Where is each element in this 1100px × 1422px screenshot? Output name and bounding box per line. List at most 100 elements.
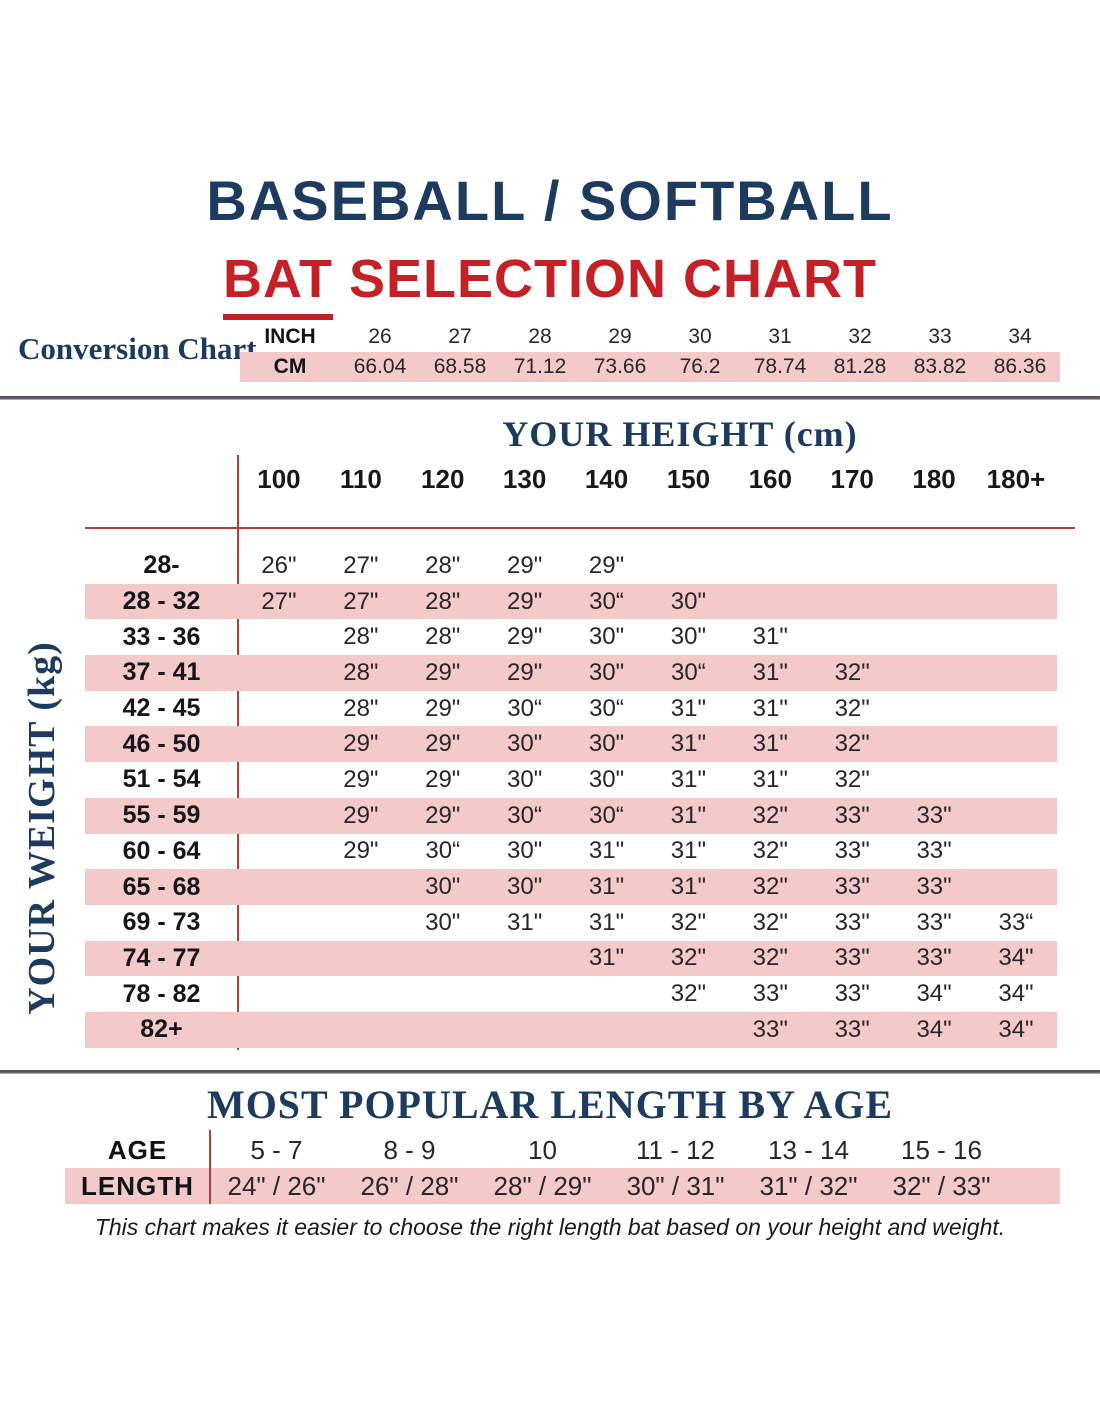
- length-value: 24" / 26": [227, 1170, 326, 1201]
- bat-length-cell: 29": [507, 623, 543, 651]
- height-column-header: 130: [502, 464, 547, 494]
- bat-length-cell: 33": [916, 908, 952, 936]
- height-column-header: 120: [421, 464, 465, 494]
- bat-length-cell: 26": [261, 551, 297, 579]
- inch-value: 34: [1008, 325, 1032, 348]
- bat-length-cell: 29": [425, 765, 461, 793]
- table-row: 55 - 59 29" 29" 30“ 30“ 31" 32" 33" 33": [85, 797, 1057, 834]
- conversion-chart-label: Conversion Chart: [18, 331, 257, 366]
- weight-range-label: 65 - 68: [122, 872, 201, 901]
- bat-length-cell: 32": [834, 730, 870, 758]
- bat-length-cell: 29": [343, 801, 379, 829]
- weight-range-label: 28-: [143, 551, 180, 580]
- inch-value: 32: [848, 325, 872, 348]
- bat-length-cell: 31": [670, 801, 706, 829]
- cm-value: 78.74: [753, 355, 807, 378]
- bat-length-cell: 30“: [507, 694, 542, 722]
- table-row: 60 - 64 29" 30“ 30" 31" 31" 32" 33" 33": [85, 834, 1057, 870]
- table-row: 28- 26" 27" 28" 29" 29": [85, 548, 1057, 584]
- table-row: 28 - 32 27" 27" 28" 29" 30“ 30": [85, 583, 1057, 620]
- weight-range-label: 60 - 64: [122, 836, 201, 865]
- bat-length-cell: 31": [752, 765, 788, 793]
- bat-length-cell: 32": [834, 658, 870, 686]
- inch-value: 30: [688, 325, 712, 348]
- bat-length-cell: 30": [588, 730, 625, 758]
- bat-length-cell: 30": [588, 623, 625, 651]
- header-underline: [85, 527, 1075, 529]
- bat-length-cell: 32": [834, 694, 870, 722]
- inch-value: 33: [928, 325, 952, 348]
- bat-length-cell: 30": [507, 765, 543, 793]
- cm-value: 68.58: [433, 355, 487, 378]
- age-table-divider: [209, 1130, 211, 1204]
- bat-length-cell: 29": [425, 801, 461, 829]
- bat-length-cell: 30": [507, 837, 543, 865]
- height-column-headers: 100 110 120 130 140 150 160 170 180 180+: [238, 464, 1057, 495]
- subtitle-bat-underlined: BAT: [223, 249, 333, 320]
- bottom-divider-line: [0, 1070, 1100, 1074]
- bat-length-cell: 33": [916, 837, 952, 865]
- bat-length-cell: 32": [670, 944, 706, 972]
- table-row: 78 - 82 32" 33" 33" 34" 34": [85, 976, 1057, 1012]
- cm-unit-label: CM: [273, 355, 307, 378]
- bat-length-cell: 31": [752, 694, 788, 722]
- length-value: 28" / 29": [493, 1170, 592, 1201]
- height-column-header: 140: [584, 464, 629, 494]
- bat-length-cell: 30": [425, 873, 461, 901]
- inch-value: 26: [368, 325, 392, 348]
- bat-length-cell: 28": [343, 623, 379, 651]
- bat-length-cell: 31": [752, 658, 788, 686]
- bat-length-cell: 29": [343, 730, 379, 758]
- bat-length-cell: 34": [998, 980, 1034, 1008]
- subtitle-rest: SELECTION CHART: [332, 249, 877, 309]
- bat-length-cell: 30": [425, 908, 461, 936]
- table-row: 51 - 54 29" 29" 30" 30" 31" 31" 32": [85, 762, 1057, 798]
- bat-length-cell: 29": [343, 765, 379, 793]
- bat-length-cell: 32": [752, 837, 788, 865]
- length-value: 32" / 33": [892, 1170, 991, 1201]
- bat-length-cell: 27": [343, 587, 379, 615]
- table-row: 33 - 36 28" 28" 29" 30" 30" 31": [85, 619, 1057, 655]
- bat-length-cell: 31": [507, 908, 543, 936]
- bat-length-cell: 34": [916, 1015, 952, 1043]
- bat-length-cell: 30“: [589, 694, 624, 722]
- height-column-header: 180: [912, 464, 956, 494]
- age-range-value: 15 - 16: [901, 1134, 982, 1165]
- age-range-value: 8 - 9: [383, 1134, 436, 1165]
- bat-length-cell: 29": [343, 837, 379, 865]
- bat-length-cell: 28": [425, 623, 461, 651]
- inch-unit-label: INCH: [264, 325, 316, 348]
- inch-value: 31: [768, 325, 792, 348]
- bat-length-cell: 33": [916, 944, 952, 972]
- bat-length-cell: 31": [670, 730, 706, 758]
- bat-length-cell: 27": [261, 587, 297, 615]
- bat-length-cell: 31": [670, 873, 706, 901]
- table-row: 37 - 41 28" 29" 29" 30" 30“ 31" 32": [85, 655, 1057, 691]
- weight-range-label: 42 - 45: [122, 694, 201, 723]
- inch-value: 27: [448, 325, 472, 348]
- table-row: 46 - 50 29" 29" 30" 30" 31" 31" 32": [85, 726, 1057, 763]
- age-section-title: MOST POPULAR LENGTH BY AGE: [206, 1082, 894, 1127]
- bat-length-cell: 33": [752, 980, 788, 1008]
- top-divider-line: [0, 396, 1100, 400]
- bat-length-cell: 30": [588, 765, 625, 793]
- table-row: 42 - 45 28" 29" 30“ 30“ 31" 31" 32": [85, 691, 1057, 727]
- height-column-header: 180+: [986, 464, 1046, 494]
- inch-value: 28: [528, 325, 552, 348]
- bat-length-cell: 33": [916, 873, 952, 901]
- conversion-inch-row: INCH 26 27 28 29 30 31 32 33 34: [240, 322, 1060, 352]
- bat-length-cell: 30": [670, 623, 706, 651]
- cm-value: 76.2: [679, 355, 721, 378]
- cm-value: 83.82: [913, 355, 967, 378]
- cm-value: 86.36: [993, 355, 1047, 378]
- bat-length-cell: 31": [670, 694, 706, 722]
- bat-length-cell: 30": [588, 658, 625, 686]
- bat-length-cell: 30": [670, 587, 706, 615]
- height-column-header: 110: [339, 464, 382, 494]
- bat-length-cell: 30“: [589, 801, 624, 829]
- bat-length-cell: 33“: [998, 908, 1034, 936]
- age-range-value: 10: [528, 1134, 557, 1165]
- age-label: AGE: [107, 1134, 168, 1165]
- bat-length-cell: 32": [670, 908, 706, 936]
- bat-length-cell: 33": [834, 837, 870, 865]
